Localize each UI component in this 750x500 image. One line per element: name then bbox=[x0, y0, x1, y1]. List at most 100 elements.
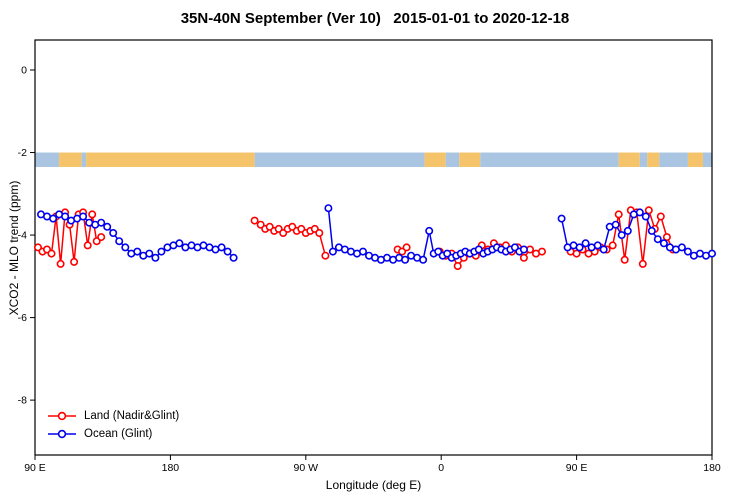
x-tick-label: 180 bbox=[703, 462, 721, 474]
data-point bbox=[537, 247, 546, 256]
data-point bbox=[49, 214, 58, 223]
data-point bbox=[644, 206, 653, 215]
legend-land-marker-icon bbox=[48, 411, 76, 421]
data-point bbox=[157, 247, 166, 256]
legend-land-label: Land (Nadir&Glint) bbox=[84, 410, 180, 422]
axes: 90 E 180 90 W 0 90 E 180 0 -2 -4 -6 -8 bbox=[18, 64, 721, 474]
legend-ocean-label: Ocean (Glint) bbox=[84, 428, 153, 440]
data-point bbox=[321, 251, 330, 260]
band-segment-ocean bbox=[639, 152, 648, 167]
data-point bbox=[151, 253, 160, 262]
series-land bbox=[33, 206, 677, 270]
data-point bbox=[229, 253, 238, 262]
band-segment-land bbox=[59, 152, 82, 167]
data-point bbox=[419, 255, 428, 264]
data-point bbox=[61, 212, 70, 221]
data-point bbox=[635, 208, 644, 217]
legend: Land (Nadir&Glint) Ocean (Glint) bbox=[46, 408, 179, 442]
data-point bbox=[401, 255, 410, 264]
data-point bbox=[620, 255, 629, 264]
band-segment-land bbox=[647, 152, 660, 167]
data-point bbox=[608, 241, 617, 250]
land-ocean-band bbox=[35, 152, 712, 167]
band-segment-ocean bbox=[480, 152, 619, 167]
data-point bbox=[707, 249, 716, 258]
data-point bbox=[83, 241, 92, 250]
data-point bbox=[611, 220, 620, 229]
x-tick-label: 0 bbox=[438, 462, 444, 474]
data-point bbox=[453, 261, 462, 270]
data-point bbox=[56, 259, 65, 268]
data-point bbox=[88, 210, 97, 219]
legend-item-land: Land (Nadir&Glint) bbox=[46, 408, 179, 424]
x-tick-label: 90 E bbox=[24, 462, 46, 474]
data-point bbox=[656, 212, 665, 221]
x-tick-label: 90 W bbox=[294, 462, 319, 474]
data-point bbox=[599, 245, 608, 254]
data-point bbox=[677, 243, 686, 252]
data-point bbox=[97, 218, 106, 227]
data-point bbox=[581, 239, 590, 248]
data-point bbox=[557, 214, 566, 223]
band-segment-land bbox=[618, 152, 640, 167]
data-point bbox=[683, 247, 692, 256]
band-segment-ocean bbox=[445, 152, 460, 167]
data-point bbox=[653, 235, 662, 244]
band-segment-land bbox=[459, 152, 481, 167]
data-point bbox=[145, 249, 154, 258]
data-point bbox=[217, 243, 226, 252]
x-tick-label: 90 E bbox=[566, 462, 588, 474]
data-point bbox=[70, 257, 79, 266]
data-point bbox=[575, 243, 584, 252]
y-tick-label: -6 bbox=[18, 312, 27, 324]
x-axis-label: Longitude (deg E) bbox=[325, 478, 422, 492]
band-segment-land bbox=[687, 152, 703, 167]
data-point bbox=[617, 231, 626, 240]
band-segment-ocean bbox=[35, 152, 60, 167]
band-segment-land bbox=[424, 152, 446, 167]
data-point bbox=[519, 253, 528, 262]
y-tick-label: -2 bbox=[18, 147, 27, 159]
data-point bbox=[425, 226, 434, 235]
data-point bbox=[97, 233, 106, 242]
data-point bbox=[662, 233, 671, 242]
y-tick-label: -8 bbox=[18, 395, 27, 407]
data-point bbox=[175, 239, 184, 248]
data-point bbox=[358, 247, 367, 256]
y-tick-label: -4 bbox=[18, 230, 27, 242]
legend-item-ocean: Ocean (Glint) bbox=[46, 426, 179, 442]
data-point bbox=[647, 226, 656, 235]
data-point bbox=[133, 247, 142, 256]
chart-title: 35N-40N September (Ver 10) 2015-01-01 to… bbox=[180, 10, 570, 27]
data-point bbox=[614, 210, 623, 219]
band-segment-land bbox=[86, 152, 255, 167]
y-tick-label: 0 bbox=[21, 64, 27, 76]
data-point bbox=[519, 245, 528, 254]
data-point bbox=[572, 249, 581, 258]
data-point bbox=[315, 229, 324, 238]
data-point bbox=[103, 222, 112, 231]
data-point bbox=[47, 249, 56, 258]
data-point bbox=[250, 216, 259, 225]
data-point bbox=[402, 243, 411, 252]
data-point bbox=[328, 247, 337, 256]
legend-ocean-marker-icon bbox=[48, 429, 76, 439]
band-segment-ocean bbox=[254, 152, 425, 167]
band-segment-ocean bbox=[659, 152, 688, 167]
band-segment-ocean bbox=[81, 152, 87, 167]
data-point bbox=[623, 226, 632, 235]
data-point bbox=[115, 237, 124, 246]
data-point bbox=[79, 212, 88, 221]
data-point bbox=[593, 241, 602, 250]
data-point bbox=[121, 243, 130, 252]
data-point bbox=[223, 247, 232, 256]
data-point bbox=[324, 204, 333, 213]
x-tick-label: 180 bbox=[162, 462, 180, 474]
data-point bbox=[641, 212, 650, 221]
band-segment-ocean bbox=[702, 152, 712, 167]
series-ocean bbox=[36, 204, 716, 264]
data-point bbox=[109, 229, 118, 238]
data-point bbox=[638, 259, 647, 268]
